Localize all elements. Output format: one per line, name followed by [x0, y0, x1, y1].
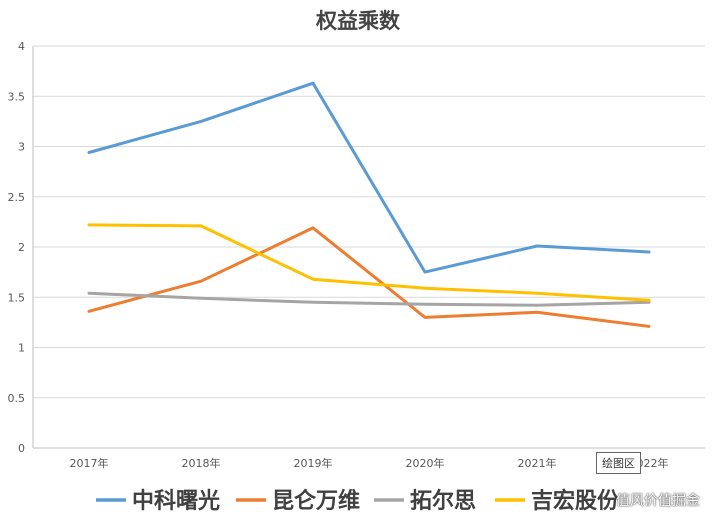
- series-lines: [87, 81, 651, 328]
- x-tick-label: 2020年: [406, 456, 445, 470]
- y-tick-label: 4: [18, 40, 25, 53]
- x-tick-label: 2017年: [70, 456, 109, 470]
- series-line-拓尔思: [87, 291, 651, 307]
- legend-label: 昆仑万维: [272, 488, 360, 514]
- y-tick-label: 2.5: [8, 191, 26, 204]
- legend-label: 中科曙光: [132, 488, 220, 514]
- y-tick-label: 0: [18, 442, 25, 455]
- x-tick-label: 2021年: [518, 456, 557, 470]
- series-line-昆仑万维: [87, 226, 651, 328]
- series-line-吉宏股份: [87, 223, 651, 302]
- legend: 中科曙光 昆仑万维 拓尔思 吉宏股份: [96, 488, 620, 514]
- x-axis-ticks: 2017年 2018年 2019年 2020年 2021年 2022年: [70, 456, 669, 470]
- y-tick-label: 3: [18, 141, 25, 154]
- chart-title: 权益乘数: [315, 8, 401, 33]
- legend-label: 吉宏股份: [531, 488, 620, 514]
- y-axis-ticks: 0 0.5 1 1.5 2 2.5 3 3.5 4: [8, 40, 26, 455]
- series-line-中科曙光: [87, 81, 651, 274]
- y-tick-label: 2: [18, 241, 25, 254]
- watermark: 值风价值掘金: [616, 493, 700, 509]
- x-tick-label: 2019年: [294, 456, 333, 470]
- y-tick-label: 3.5: [8, 90, 26, 103]
- plot-area-tooltip: 绘图区: [596, 452, 641, 474]
- x-tick-label: 2018年: [182, 456, 221, 470]
- y-tick-label: 1: [18, 342, 25, 355]
- legend-label: 拓尔思: [410, 488, 476, 514]
- grid: [32, 45, 705, 449]
- y-tick-label: 0.5: [8, 392, 26, 405]
- y-tick-label: 1.5: [8, 291, 26, 304]
